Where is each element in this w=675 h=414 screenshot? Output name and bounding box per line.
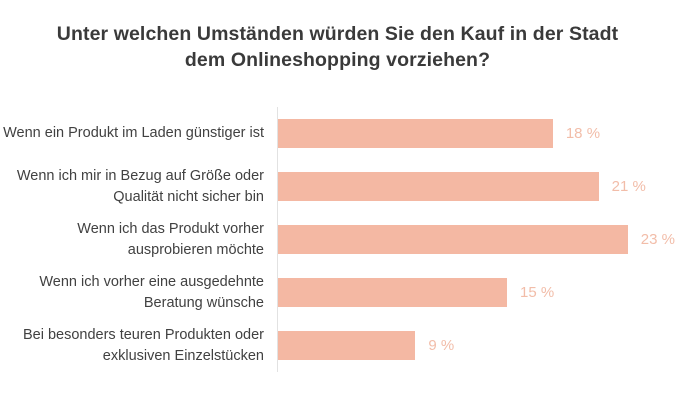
value-label: 15 % — [520, 284, 555, 301]
value-label: 18 % — [565, 125, 601, 142]
category-label-line: exklusiven Einzelstücken — [102, 347, 264, 364]
bar-track: 15 % — [277, 266, 675, 319]
bar-track: 18 % — [277, 107, 675, 160]
chart-row: Wenn ich das Produkt vorher ausprobieren… — [0, 213, 675, 266]
category-label-line: ausprobieren möchte — [127, 241, 264, 258]
category-label: Wenn ich das Produkt vorher ausprobieren… — [0, 219, 277, 261]
category-label-line: Wenn ich mir in Bezug auf Größe oder — [16, 167, 264, 184]
bar — [278, 172, 599, 201]
category-label: Wenn ich mir in Bezug auf Größe oder Qua… — [0, 166, 277, 208]
chart-row: Wenn ich vorher eine ausgedehnte Beratun… — [0, 266, 675, 319]
chart-row: Bei besonders teuren Produkten oder exkl… — [0, 319, 675, 372]
bar-chart: Wenn ein Produkt im Laden günstiger ist … — [0, 107, 675, 372]
category-label-line: Wenn ich das Produkt vorher — [77, 220, 264, 237]
bar-track: 21 % — [277, 160, 675, 213]
category-label: Wenn ich vorher eine ausgedehnte Beratun… — [0, 272, 277, 314]
category-label: Bei besonders teuren Produkten oder exkl… — [0, 325, 277, 367]
bar — [278, 225, 628, 254]
category-label-line: Wenn ein Produkt im Laden günstiger ist — [3, 125, 264, 141]
chart-title-line-2: dem Onlineshopping vorziehen? — [184, 49, 491, 71]
category-label: Wenn ein Produkt im Laden günstiger ist — [0, 123, 277, 144]
value-label: 23 % — [640, 231, 675, 248]
chart-title: Unter welchen Umständen würden Sie den K… — [0, 0, 675, 73]
category-label-line: Beratung wünsche — [143, 294, 264, 311]
chart-row: Wenn ein Produkt im Laden günstiger ist … — [0, 107, 675, 160]
category-label-line: Qualität nicht sicher bin — [113, 188, 264, 205]
bar — [278, 119, 553, 148]
value-label: 21 % — [611, 178, 646, 195]
bar-track: 23 % — [277, 213, 675, 266]
bar — [278, 331, 416, 360]
chart-title-line-1: Unter welchen Umständen würden Sie den K… — [56, 23, 619, 45]
category-label-line: Wenn ich vorher eine ausgedehnte — [39, 273, 264, 290]
chart-row: Wenn ich mir in Bezug auf Größe oder Qua… — [0, 160, 675, 213]
value-label: 9 % — [428, 337, 455, 354]
category-label-line: Bei besonders teuren Produkten oder — [22, 326, 264, 343]
bar — [278, 278, 508, 307]
bar-track: 9 % — [277, 319, 675, 372]
